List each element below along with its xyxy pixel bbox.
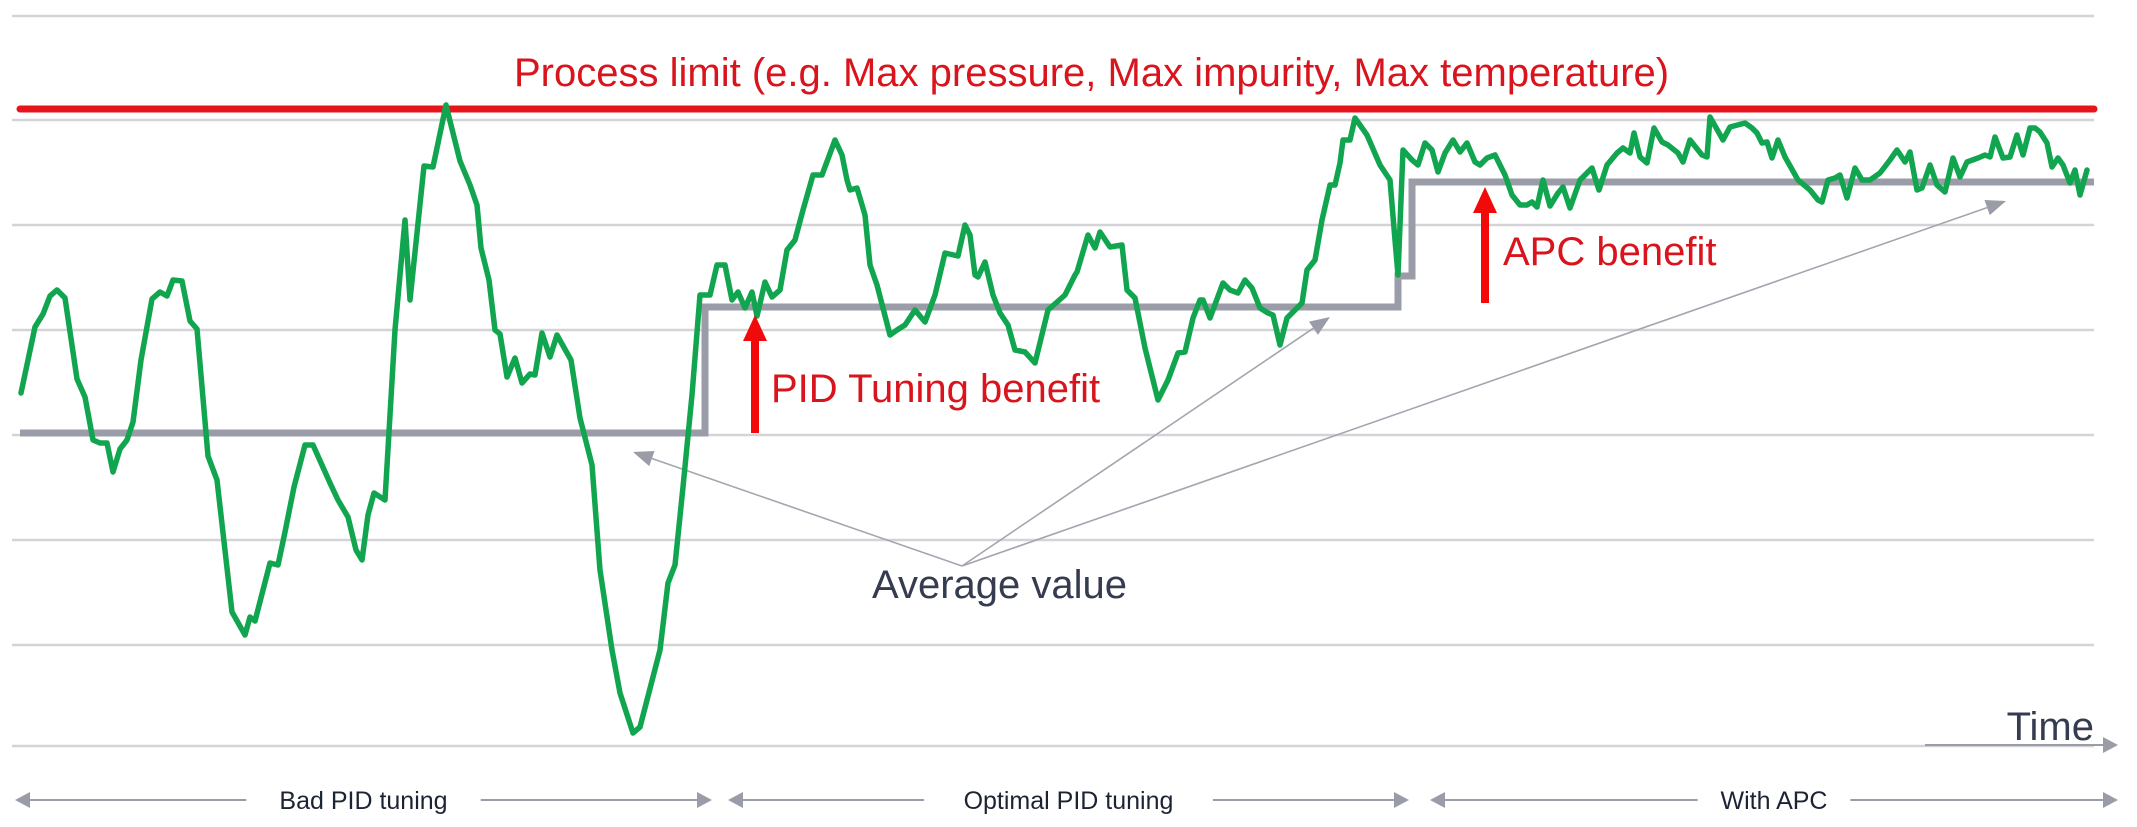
arrowhead-icon bbox=[633, 450, 655, 467]
double-arrow-icon bbox=[728, 792, 1409, 808]
segment-bad-pid: Bad PID tuning bbox=[15, 787, 712, 815]
process-value-series bbox=[18, 102, 2090, 736]
average-value-callout-arrows bbox=[633, 200, 2006, 567]
segment-label-optimal-pid: Optimal PID tuning bbox=[964, 787, 1174, 815]
time-axis-label: Time bbox=[2007, 705, 2094, 749]
process-limit-label: Process limit (e.g. Max pressure, Max im… bbox=[514, 51, 1669, 95]
segment-label-bad-pid: Bad PID tuning bbox=[279, 787, 447, 815]
segment-range-indicators: Bad PID tuning Optimal PID tuning With A… bbox=[15, 787, 2118, 815]
apc-benefit-arrow-icon bbox=[1473, 187, 1497, 303]
average-value-line bbox=[20, 178, 2094, 437]
segment-label-with-apc: With APC bbox=[1721, 787, 1828, 815]
double-arrow-icon bbox=[1430, 792, 2118, 808]
segment-with-apc: With APC bbox=[1430, 787, 2118, 815]
average-value-label: Average value bbox=[872, 563, 1127, 607]
segment-optimal-pid: Optimal PID tuning bbox=[728, 787, 1409, 815]
arrowhead-icon bbox=[1308, 317, 1330, 335]
pid-benefit-label: PID Tuning benefit bbox=[771, 367, 1100, 411]
time-axis-arrow-icon bbox=[1925, 737, 2118, 753]
pid-benefit-arrow-icon bbox=[743, 315, 767, 433]
arrowhead-icon bbox=[1984, 200, 2006, 216]
double-arrow-icon bbox=[15, 792, 712, 808]
apc-benefit-label: APC benefit bbox=[1503, 230, 1716, 274]
